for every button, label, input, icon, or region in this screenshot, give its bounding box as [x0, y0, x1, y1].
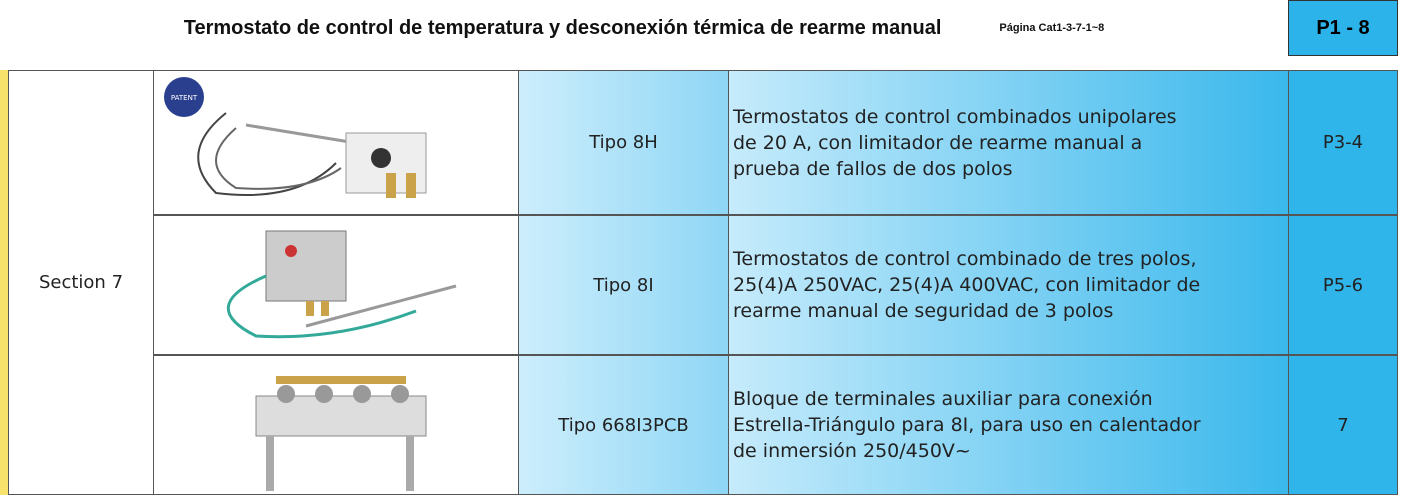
description-line: rearme manual de seguridad de 3 polos — [733, 300, 1114, 322]
product-image — [153, 355, 519, 495]
page-ref: Página Cat1-3-7-1~8 — [999, 22, 1105, 34]
type-cell: Tipo 8I — [518, 215, 729, 355]
section-cell: Section 7 — [8, 70, 154, 495]
type: Tipo 8H — [589, 132, 658, 153]
description-line: 25(4)A 250VAC, 25(4)A 400VAC, con limita… — [733, 274, 1201, 296]
svg-text:PATENT: PATENT — [171, 94, 198, 102]
type: Tipo 668I3PCB — [558, 414, 689, 436]
type-cell: Tipo 8H — [518, 70, 729, 215]
description-line: Bloque de terminales auxiliar para conex… — [733, 388, 1153, 410]
description-line: Termostatos de control combinado de tres… — [733, 248, 1197, 270]
description-line: prueba de fallos de dos polos — [733, 157, 1013, 180]
page-cell: P3-4 — [1288, 70, 1398, 215]
header: Termostato de control de temperatura y d… — [0, 0, 1288, 56]
page: P5-6 — [1322, 274, 1364, 296]
description-line: de 20 A, con limitador de rearme manual … — [733, 131, 1143, 154]
product-image: PATENT — [153, 70, 519, 215]
description-cell: Termostatos de control combinados unipol… — [728, 70, 1289, 215]
product-image — [153, 215, 519, 355]
type-cell: Tipo 668I3PCB — [518, 355, 729, 495]
title: Termostato de control de temperatura y d… — [183, 16, 942, 39]
description-line: Termostatos de control combinados unipol… — [733, 105, 1177, 128]
description-line: Estrella-Triángulo para 8I, para uso en … — [733, 414, 1201, 436]
page: 7 — [1337, 414, 1349, 436]
description-cell: Bloque de terminales auxiliar para conex… — [728, 355, 1289, 495]
page-badge: P1 - 8 — [1288, 0, 1398, 56]
section: Section 7 — [38, 272, 124, 293]
page: P3-4 — [1322, 132, 1364, 153]
page-cell: 7 — [1288, 355, 1398, 495]
description-cell: Termostatos de control combinado de tres… — [728, 215, 1289, 355]
type: Tipo 8I — [593, 274, 654, 296]
description-line: de inmersión 250/450V~ — [733, 440, 971, 462]
side-strip — [0, 70, 8, 495]
page-cell: P5-6 — [1288, 215, 1398, 355]
